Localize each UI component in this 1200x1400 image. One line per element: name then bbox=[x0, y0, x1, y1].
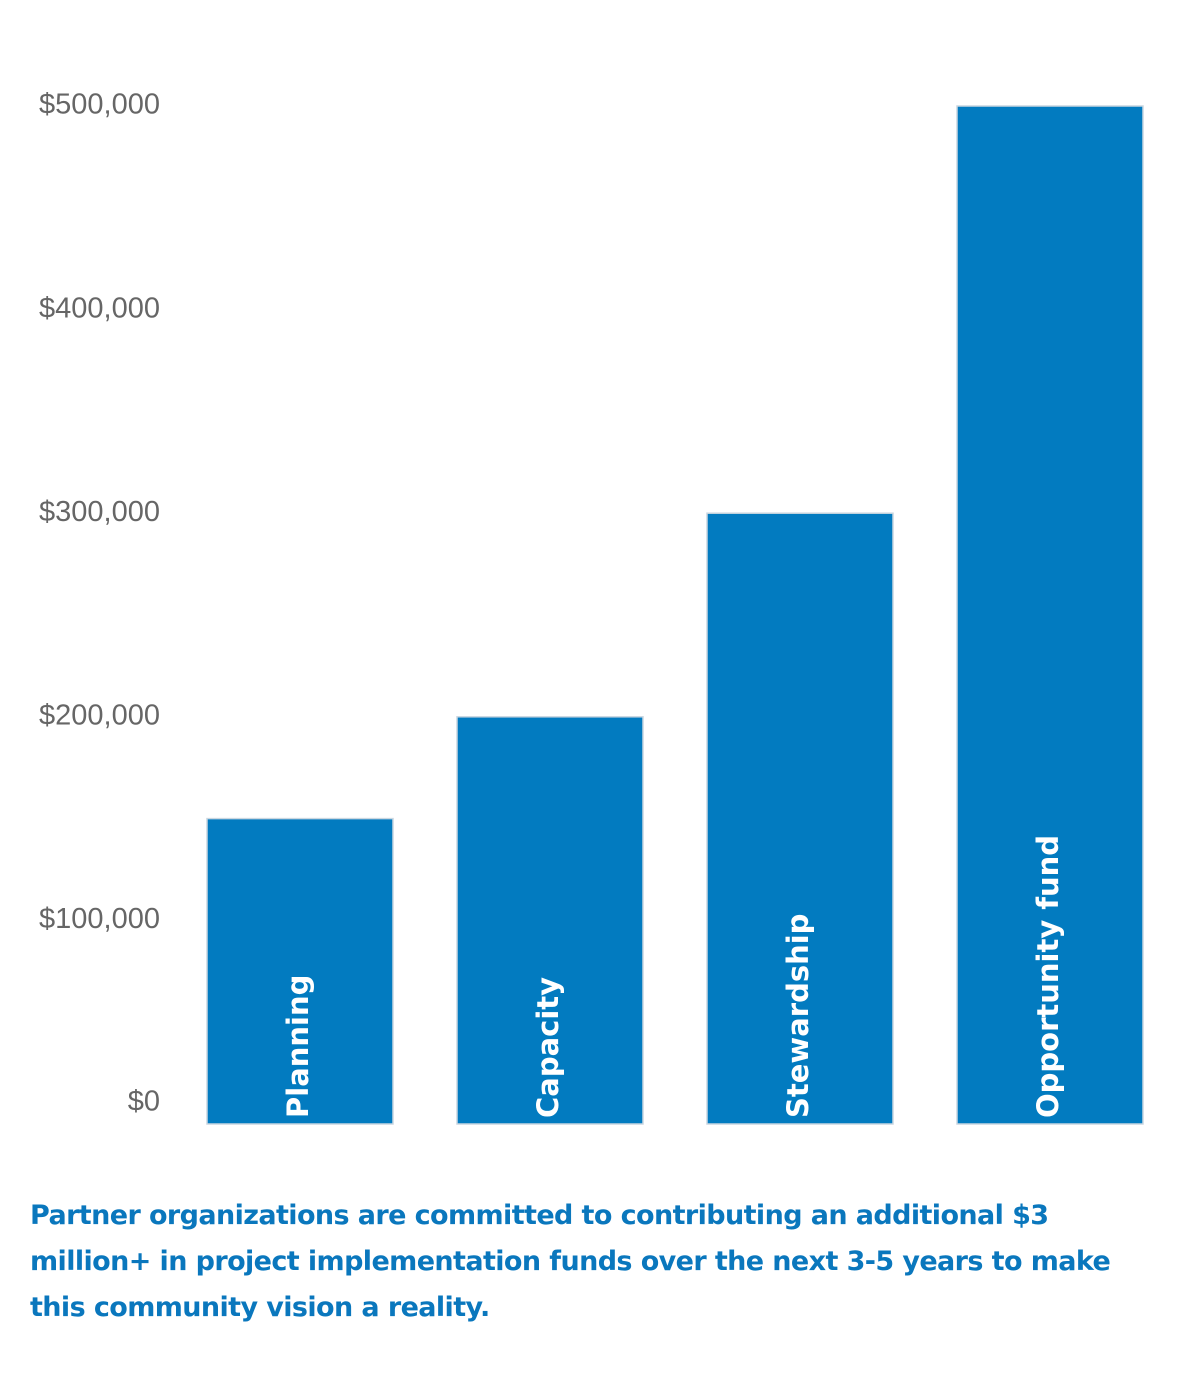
bar-category-label: Capacity bbox=[531, 977, 565, 1118]
caption-line-3: this community vision a reality. bbox=[30, 1292, 490, 1323]
y-tick-label: $500,000 bbox=[39, 89, 160, 121]
bar bbox=[456, 716, 644, 1125]
caption-line-1: Partner organizations are committed to c… bbox=[30, 1200, 1049, 1231]
y-tick-label: $400,000 bbox=[39, 292, 160, 324]
bar bbox=[206, 817, 394, 1125]
y-tick-label: $100,000 bbox=[39, 903, 160, 935]
y-tick-label: $0 bbox=[128, 1086, 160, 1118]
bar-planning: Planning bbox=[206, 817, 394, 1125]
y-tick-label: $300,000 bbox=[39, 496, 160, 528]
bar-chart: $0 $100,000 $200,000 $300,000 $400,000 $500,0… bbox=[39, 89, 1144, 1125]
bar-category-label: Planning bbox=[281, 975, 315, 1118]
y-tick-label: $200,000 bbox=[39, 699, 160, 731]
bar bbox=[706, 512, 894, 1125]
bar-stewardship: Stewardship bbox=[706, 512, 894, 1125]
bar-capacity: Capacity bbox=[456, 716, 644, 1125]
caption: Partner organizations are committed to c… bbox=[30, 1193, 1180, 1331]
bars: Planning Capacity Stewardship Opportunity f… bbox=[206, 105, 1144, 1125]
bar bbox=[956, 105, 1144, 1125]
bar-category-label: Opportunity fund bbox=[1031, 835, 1065, 1118]
y-axis: $0 $100,000 $200,000 $300,000 $400,000 $500,0… bbox=[39, 89, 160, 1118]
bar-opportunity-fund: Opportunity fund bbox=[956, 105, 1144, 1125]
bar-category-label: Stewardship bbox=[781, 914, 815, 1118]
caption-line-2: million+ in project implementation funds… bbox=[30, 1246, 1111, 1277]
